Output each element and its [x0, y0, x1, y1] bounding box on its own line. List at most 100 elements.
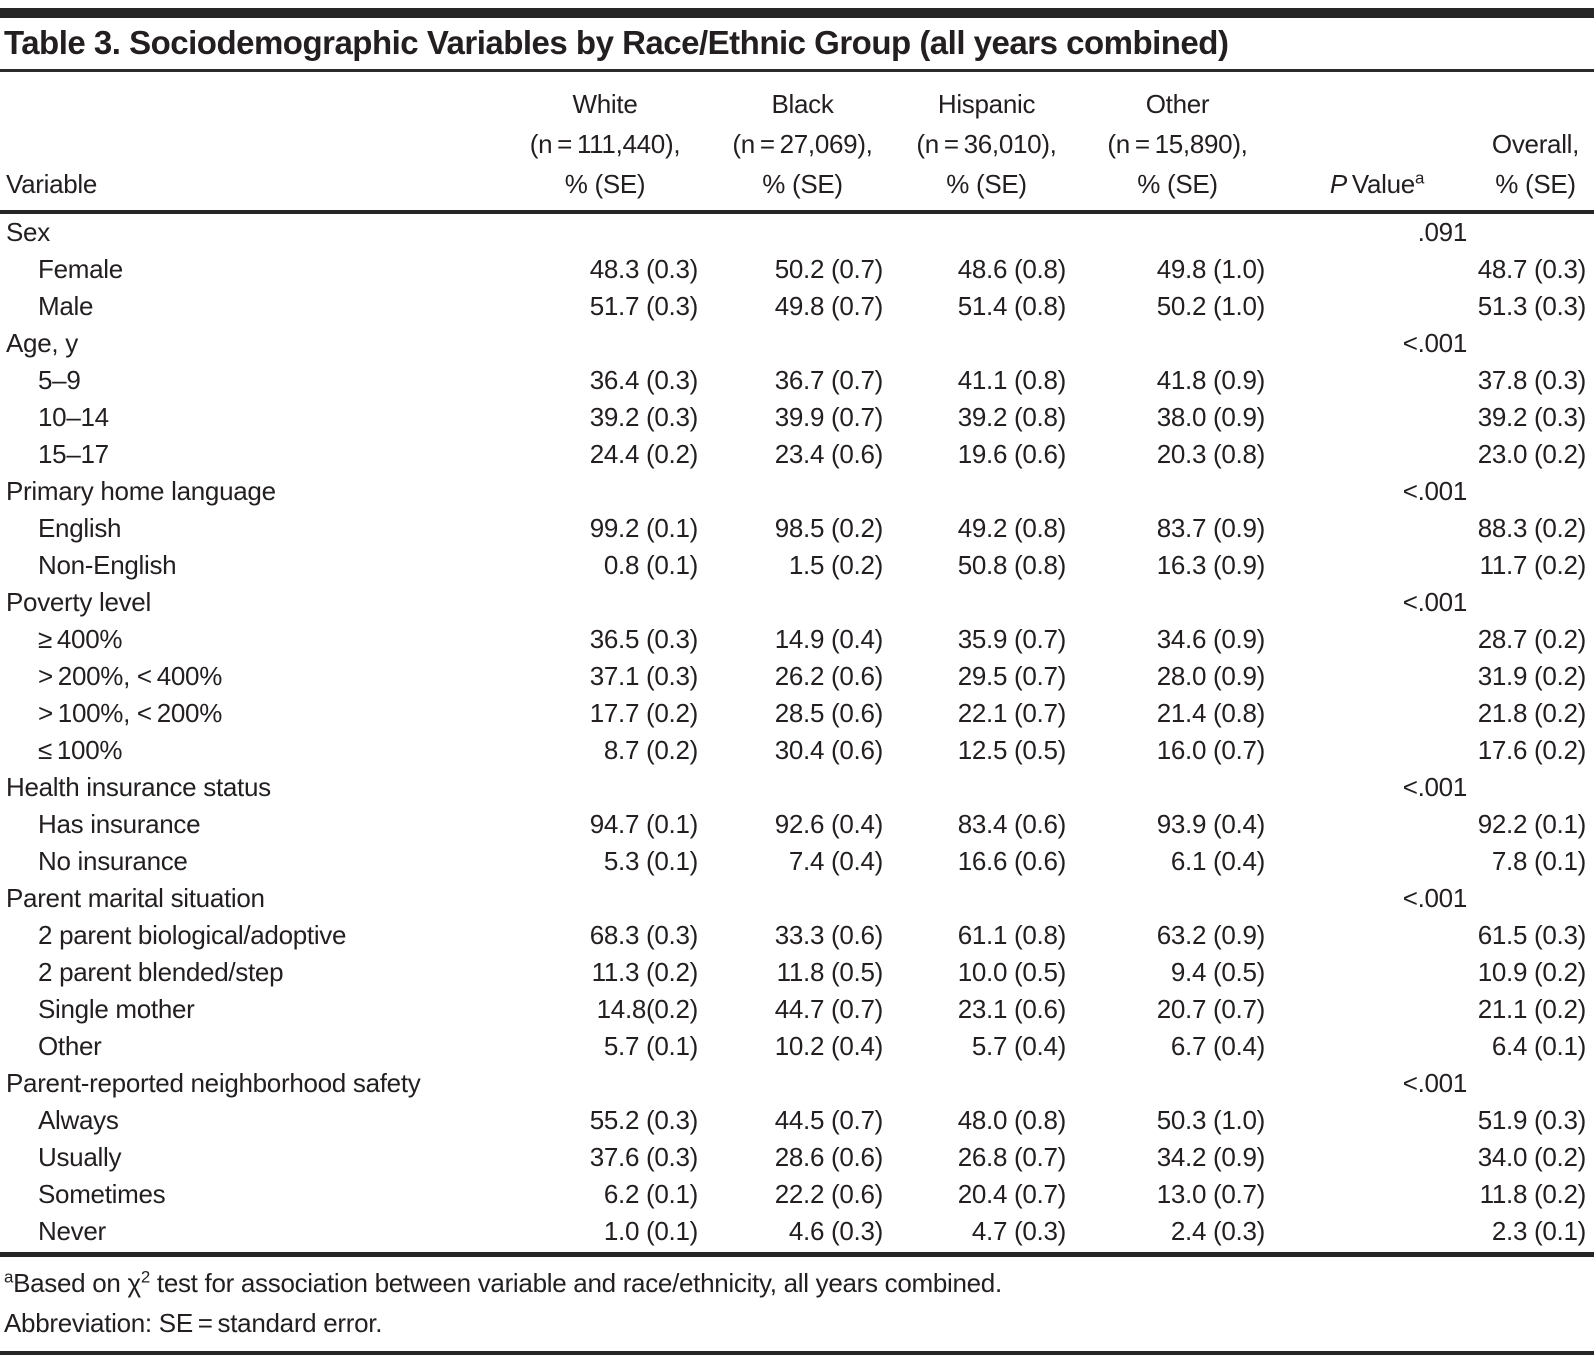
- row-label: Never: [38, 1216, 106, 1246]
- table-row: Usually 37.6 (0.3) 28.6 (0.6) 26.8 (0.7)…: [0, 1139, 1594, 1176]
- cell-p-value: [1277, 1102, 1477, 1139]
- cell-black: 36.7 (0.7): [774, 365, 884, 395]
- table-row: > 200%, < 400% 37.1 (0.3) 26.2 (0.6) 29.…: [0, 658, 1594, 695]
- cell-white: [500, 325, 710, 362]
- cell-hispanic: 35.9 (0.7): [957, 624, 1067, 654]
- cell-hispanic: 4.7 (0.3): [971, 1216, 1066, 1246]
- cell-p-value: [1277, 732, 1477, 769]
- cell-other: 41.8 (0.9): [1156, 365, 1266, 395]
- table-row: 5–9 36.4 (0.3) 36.7 (0.7) 41.1 (0.8) 41.…: [0, 362, 1594, 399]
- cell-white: [500, 584, 710, 621]
- cell-other: 93.9 (0.4): [1156, 809, 1266, 839]
- table-row: Female 48.3 (0.3) 50.2 (0.7) 48.6 (0.8) …: [0, 251, 1594, 288]
- table-row: Sex .091: [0, 212, 1594, 251]
- table-title: Table 3. Sociodemographic Variables by R…: [4, 24, 1229, 61]
- p-value-text: Value: [1346, 169, 1415, 199]
- row-label: 5–9: [38, 365, 81, 395]
- cell-black: 28.5 (0.6): [774, 698, 884, 728]
- cell-white: 0.8 (0.1): [603, 550, 698, 580]
- row-label: Has insurance: [38, 809, 201, 839]
- header-line: (n = 27,069),: [732, 129, 873, 159]
- cell-black: [710, 325, 895, 362]
- cell-white: 94.7 (0.1): [589, 809, 699, 839]
- cell-other: 6.1 (0.4): [1170, 846, 1265, 876]
- cell-p-value: [1277, 695, 1477, 732]
- cell-white: 55.2 (0.3): [589, 1105, 699, 1135]
- table-row: Sometimes 6.2 (0.1) 22.2 (0.6) 20.4 (0.7…: [0, 1176, 1594, 1213]
- table-row: Health insurance status <.001: [0, 769, 1594, 806]
- cell-black: 44.7 (0.7): [774, 994, 884, 1024]
- cell-p-value: [1277, 251, 1477, 288]
- cell-hispanic: 5.7 (0.4): [971, 1031, 1066, 1061]
- footnote-a-marker: a: [4, 1267, 14, 1287]
- cell-black: 92.6 (0.4): [774, 809, 884, 839]
- row-label: 2 parent biological/adoptive: [38, 920, 347, 950]
- cell-p-value: [1277, 399, 1477, 436]
- cell-black: 10.2 (0.4): [774, 1031, 884, 1061]
- cell-black: 11.8 (0.5): [776, 957, 884, 987]
- cell-p-value: [1277, 1139, 1477, 1176]
- cell-white: [500, 1065, 710, 1102]
- row-label: Usually: [38, 1142, 122, 1172]
- cell-overall: 48.7 (0.3): [1477, 254, 1587, 284]
- cell-other: 83.7 (0.9): [1156, 513, 1266, 543]
- row-label: Age, y: [6, 328, 78, 358]
- cell-black: 4.6 (0.3): [788, 1216, 883, 1246]
- cell-hispanic: 10.0 (0.5): [957, 957, 1067, 987]
- table-row: Male 51.7 (0.3) 49.8 (0.7) 51.4 (0.8) 50…: [0, 288, 1594, 325]
- footnotes: aBased on χ2 test for association betwee…: [0, 1257, 1594, 1343]
- cell-black: 7.4 (0.4): [788, 846, 883, 876]
- cell-black: 26.2 (0.6): [774, 661, 884, 691]
- row-label: Female: [38, 254, 123, 284]
- cell-overall: [1477, 584, 1594, 621]
- cell-p-value: .091: [1417, 217, 1468, 247]
- header-line: Other: [1145, 89, 1210, 119]
- row-label: Male: [38, 291, 94, 321]
- cell-white: [500, 880, 710, 917]
- row-label: > 100%, < 200%: [38, 698, 223, 728]
- table-row: Poverty level <.001: [0, 584, 1594, 621]
- cell-p-value: [1277, 658, 1477, 695]
- table-row: Other 5.7 (0.1) 10.2 (0.4) 5.7 (0.4) 6.7…: [0, 1028, 1594, 1065]
- table-row: > 100%, < 200% 17.7 (0.2) 28.5 (0.6) 22.…: [0, 695, 1594, 732]
- cell-other: 50.3 (1.0): [1156, 1105, 1266, 1135]
- page-bottom-rule: [0, 1351, 1594, 1355]
- cell-hispanic: 29.5 (0.7): [957, 661, 1067, 691]
- table-row: Parent marital situation <.001: [0, 880, 1594, 917]
- cell-white: [500, 473, 710, 510]
- row-label: Primary home language: [6, 476, 276, 506]
- row-label: Always: [38, 1105, 119, 1135]
- cell-hispanic: 48.0 (0.8): [957, 1105, 1067, 1135]
- cell-p-value: <.001: [1402, 587, 1468, 617]
- header-line: % (SE): [1137, 169, 1218, 199]
- cell-p-value: [1277, 362, 1477, 399]
- cell-overall: 92.2 (0.1): [1477, 809, 1587, 839]
- cell-overall: [1477, 325, 1594, 362]
- cell-other: 16.0 (0.7): [1156, 735, 1266, 765]
- cell-black: [710, 212, 895, 251]
- cell-p-value: [1277, 806, 1477, 843]
- cell-hispanic: 26.8 (0.7): [957, 1142, 1067, 1172]
- cell-other: [1078, 880, 1277, 917]
- cell-white: 8.7 (0.2): [603, 735, 698, 765]
- cell-hispanic: 22.1 (0.7): [957, 698, 1067, 728]
- column-header-p-value: P Valuea: [1277, 84, 1477, 214]
- title-rule: [0, 69, 1594, 72]
- chi-square-exponent: 2: [140, 1267, 150, 1287]
- cell-white: 6.2 (0.1): [603, 1179, 698, 1209]
- table-bottom-rule: [0, 1252, 1594, 1257]
- cell-black: 49.8 (0.7): [774, 291, 884, 321]
- row-label: 15–17: [38, 439, 109, 469]
- cell-p-value: [1277, 436, 1477, 473]
- cell-other: [1078, 584, 1277, 621]
- cell-other: 50.2 (1.0): [1156, 291, 1266, 321]
- row-label: Parent-reported neighborhood safety: [6, 1068, 421, 1098]
- table-body: Sex .091 Female 48.3 (0.3) 50.2 (0.7) 48…: [0, 212, 1594, 1250]
- header-line: Hispanic: [937, 89, 1036, 119]
- cell-overall: [1477, 212, 1594, 251]
- cell-overall: [1477, 1065, 1594, 1102]
- cell-other: 63.2 (0.9): [1156, 920, 1266, 950]
- cell-p-value: [1277, 547, 1477, 584]
- table-row: 2 parent biological/adoptive 68.3 (0.3) …: [0, 917, 1594, 954]
